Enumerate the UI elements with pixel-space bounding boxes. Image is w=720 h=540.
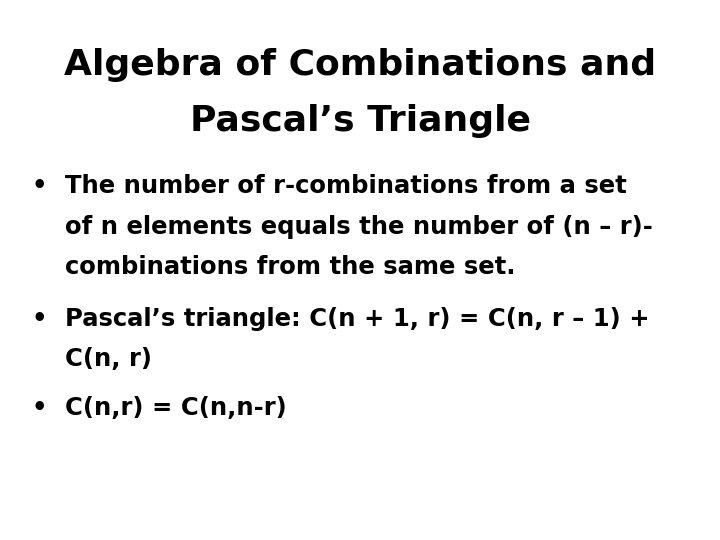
- Text: •: •: [32, 307, 48, 330]
- Text: Pascal’s Triangle: Pascal’s Triangle: [189, 105, 531, 138]
- Text: •: •: [32, 174, 48, 198]
- Text: The number of r-combinations from a set: The number of r-combinations from a set: [65, 174, 626, 198]
- Text: Algebra of Combinations and: Algebra of Combinations and: [64, 48, 656, 82]
- Text: C(n,r) = C(n,n-r): C(n,r) = C(n,n-r): [65, 396, 287, 420]
- Text: C(n, r): C(n, r): [65, 347, 152, 371]
- Text: of n elements equals the number of (n – r)-: of n elements equals the number of (n – …: [65, 215, 652, 239]
- Text: •: •: [32, 396, 48, 420]
- Text: combinations from the same set.: combinations from the same set.: [65, 255, 516, 279]
- Text: Pascal’s triangle: C(n + 1, r) = C(n, r – 1) +: Pascal’s triangle: C(n + 1, r) = C(n, r …: [65, 307, 649, 330]
